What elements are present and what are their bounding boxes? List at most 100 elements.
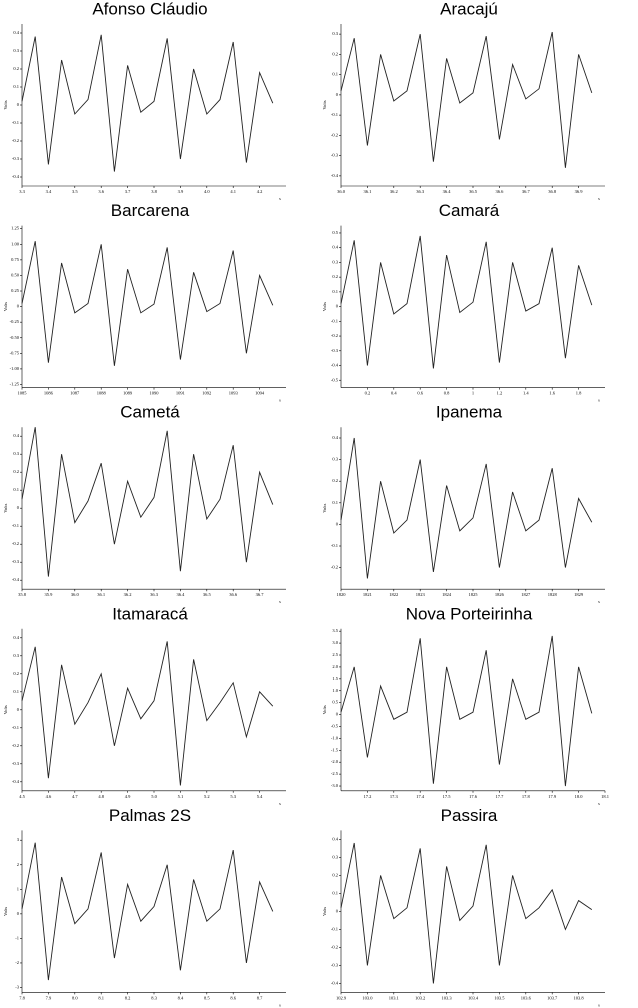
y-tick-label: -2: [15, 960, 19, 965]
y-tick-label: -0.3: [12, 559, 20, 564]
panel-title: Afonso Cláudio: [92, 0, 207, 18]
y-axis-label: Volts: [3, 907, 8, 916]
x-tick-label: 4.2: [257, 189, 263, 194]
x-tick-label: 8.0: [72, 995, 78, 1000]
x-tick-label: 4.1: [230, 189, 236, 194]
panel-title: Palmas 2S: [109, 806, 191, 825]
y-tick-label: -0.2: [331, 944, 338, 949]
x-tick-label: 18.1: [601, 794, 609, 799]
x-tick-label: 36.4: [176, 592, 185, 597]
x-tick-label: 3.3: [19, 189, 25, 194]
panel: Ipanema 0.4 0.3 0.2 0.1 0 -0.1 -0.2 1820 1821 1822…: [322, 403, 605, 604]
x-axis-label: s: [598, 1002, 600, 1007]
x-tick-label: 3.8: [151, 189, 157, 194]
panel-title: Ipanema: [436, 403, 503, 422]
y-tick-label: 0: [17, 707, 20, 712]
y-tick-label: -0.1: [12, 523, 19, 528]
x-tick-label: 4.9: [125, 794, 131, 799]
y-tick-label: -0.50: [10, 335, 20, 340]
y-tick-label: 0.2: [332, 51, 338, 56]
x-tick-label: 35.8: [18, 592, 27, 597]
x-tick-label: 36.7: [522, 189, 531, 194]
x-tick-label: 3.5: [72, 189, 78, 194]
x-tick-label: 17.4: [416, 794, 425, 799]
y-tick-label: -1.00: [10, 366, 20, 371]
panel-title: Nova Porteirinha: [406, 604, 533, 623]
x-tick-label: 7.9: [46, 995, 52, 1000]
y-tick-label: -0.2: [331, 565, 338, 570]
x-tick-label: 1088: [97, 391, 107, 396]
y-tick-label: 3.0: [332, 640, 338, 645]
x-tick-label: 35.9: [44, 592, 53, 597]
x-tick-label: 17.9: [548, 794, 557, 799]
y-tick-label: -0.4: [12, 779, 20, 784]
y-tick-label: 0.2: [332, 478, 338, 483]
x-tick-label: 4.0: [204, 189, 210, 194]
y-tick-label: 0.3: [332, 259, 338, 264]
panel-title: Cametá: [120, 403, 180, 422]
y-tick-label: 0.75: [11, 257, 20, 262]
x-axis-label: s: [598, 398, 600, 403]
y-tick-label: 0: [17, 304, 20, 309]
waveform: [340, 437, 593, 579]
y-tick-label: 2.5: [332, 652, 338, 657]
x-tick-label: 1.6: [549, 391, 555, 396]
y-tick-label: 0.1: [13, 487, 19, 492]
x-tick-label: 36.4: [443, 189, 452, 194]
x-tick-label: 1826: [495, 592, 505, 597]
x-tick-label: 1825: [469, 592, 479, 597]
x-tick-label: 36.3: [416, 189, 425, 194]
y-tick-label: 0.4: [13, 635, 19, 640]
x-tick-label: 36.5: [469, 189, 478, 194]
y-tick-label: -0.2: [12, 138, 19, 143]
y-axis-label: Volts: [322, 705, 327, 714]
waveform: [340, 235, 593, 369]
y-tick-label: 0.4: [332, 836, 338, 841]
y-tick-label: -0.3: [12, 761, 20, 766]
x-tick-label: 0.6: [417, 391, 423, 396]
x-tick-label: 4.8: [98, 794, 104, 799]
x-tick-label: 17.3: [390, 794, 399, 799]
x-tick-label: 8.5: [204, 995, 210, 1000]
panel: Passira 0.4 0.3 0.2 0.1 0 -0.1 -0.2 -0.3 -0.4 102.…: [322, 806, 605, 1007]
panel: Afonso Cláudio 0.4 0.3 0.2 0.1 0 -0.1 -0.2 -0.3 -…: [3, 0, 286, 201]
panel: Aracajú 0.3 0.2 0.1 0 -0.1 -0.2 -0.3 -0.4 36.0 36.…: [322, 0, 605, 201]
x-tick-label: 7.8: [19, 995, 25, 1000]
x-tick-label: 3.7: [125, 189, 131, 194]
x-tick-label: 1821: [363, 592, 372, 597]
waveform: [21, 641, 274, 786]
x-tick-label: 1: [472, 391, 474, 396]
x-tick-label: 0.8: [444, 391, 450, 396]
y-tick-label: 3.5: [332, 628, 338, 633]
y-tick-label: 0.4: [332, 435, 338, 440]
y-tick-label: -0.3: [331, 962, 339, 967]
waveform: [340, 635, 593, 787]
y-tick-label: -0.75: [10, 350, 20, 355]
y-tick-label: -0.4: [331, 173, 339, 178]
x-tick-label: 18.0: [575, 794, 584, 799]
y-tick-label: -1.25: [10, 382, 20, 387]
y-tick-label: -0.3: [331, 153, 339, 158]
x-tick-label: 8.3: [151, 995, 157, 1000]
y-tick-label: 0: [336, 908, 339, 913]
x-axis-label: s: [598, 196, 600, 201]
panel: Camará 0.5 0.4 0.3 0.2 0.1 0 -0.1 -0.2 -0.3 -0.4 -0…: [322, 201, 605, 403]
y-tick-label: 0.25: [11, 288, 20, 293]
x-tick-label: 3.6: [98, 189, 104, 194]
x-tick-label: 17.2: [363, 794, 371, 799]
panel-title: Barcarena: [111, 201, 190, 220]
x-tick-label: 1.8: [576, 391, 582, 396]
waveform: [340, 842, 593, 984]
y-tick-label: 0: [336, 521, 339, 526]
x-tick-label: 103.6: [521, 995, 532, 1000]
x-tick-label: 102.9: [336, 995, 347, 1000]
y-tick-label: 1.5: [332, 676, 338, 681]
panel-title: Aracajú: [440, 0, 498, 18]
x-axis-label: s: [279, 801, 281, 806]
x-axis-label: s: [279, 196, 281, 201]
y-axis-label: Volts: [3, 705, 8, 714]
x-tick-label: 1086: [44, 391, 54, 396]
x-tick-label: 17.5: [443, 794, 452, 799]
x-tick-label: 1822: [389, 592, 398, 597]
y-axis-label: Volts: [3, 100, 8, 109]
